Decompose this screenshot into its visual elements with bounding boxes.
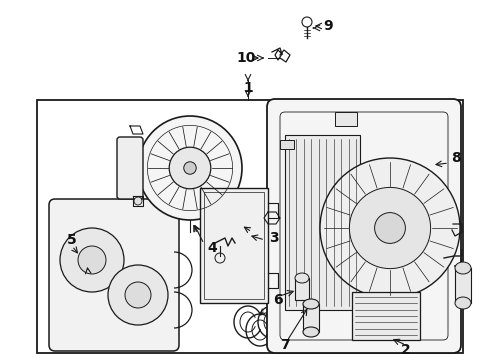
- Ellipse shape: [455, 297, 471, 309]
- Text: 7: 7: [280, 338, 290, 352]
- Text: 1: 1: [243, 81, 253, 95]
- Bar: [455, 268, 471, 303]
- Text: 9: 9: [323, 19, 333, 33]
- Circle shape: [108, 265, 168, 325]
- Bar: [37, 100, 463, 353]
- Circle shape: [374, 213, 405, 243]
- Circle shape: [349, 188, 431, 269]
- Circle shape: [125, 282, 151, 308]
- Bar: [204, 192, 264, 299]
- Text: 2: 2: [401, 343, 411, 357]
- Text: 5: 5: [67, 233, 77, 247]
- Text: 10: 10: [236, 51, 256, 65]
- Ellipse shape: [455, 262, 471, 274]
- Ellipse shape: [303, 299, 319, 309]
- Text: 6: 6: [273, 293, 283, 307]
- Bar: [335, 112, 357, 126]
- Circle shape: [138, 116, 242, 220]
- Bar: [303, 304, 319, 332]
- Bar: [352, 292, 420, 340]
- Text: 4: 4: [207, 241, 217, 255]
- Circle shape: [320, 158, 460, 298]
- Text: 3: 3: [269, 231, 279, 245]
- Bar: [280, 140, 294, 149]
- Circle shape: [134, 197, 142, 205]
- FancyBboxPatch shape: [267, 99, 461, 353]
- Circle shape: [184, 162, 196, 174]
- Circle shape: [169, 147, 211, 189]
- Text: 8: 8: [451, 151, 461, 165]
- FancyBboxPatch shape: [49, 199, 179, 351]
- FancyBboxPatch shape: [117, 137, 143, 199]
- Ellipse shape: [303, 327, 319, 337]
- Bar: [295, 278, 309, 300]
- Circle shape: [60, 228, 124, 292]
- Bar: [200, 188, 268, 303]
- Bar: [285, 135, 360, 310]
- Circle shape: [78, 246, 106, 274]
- Ellipse shape: [295, 273, 309, 283]
